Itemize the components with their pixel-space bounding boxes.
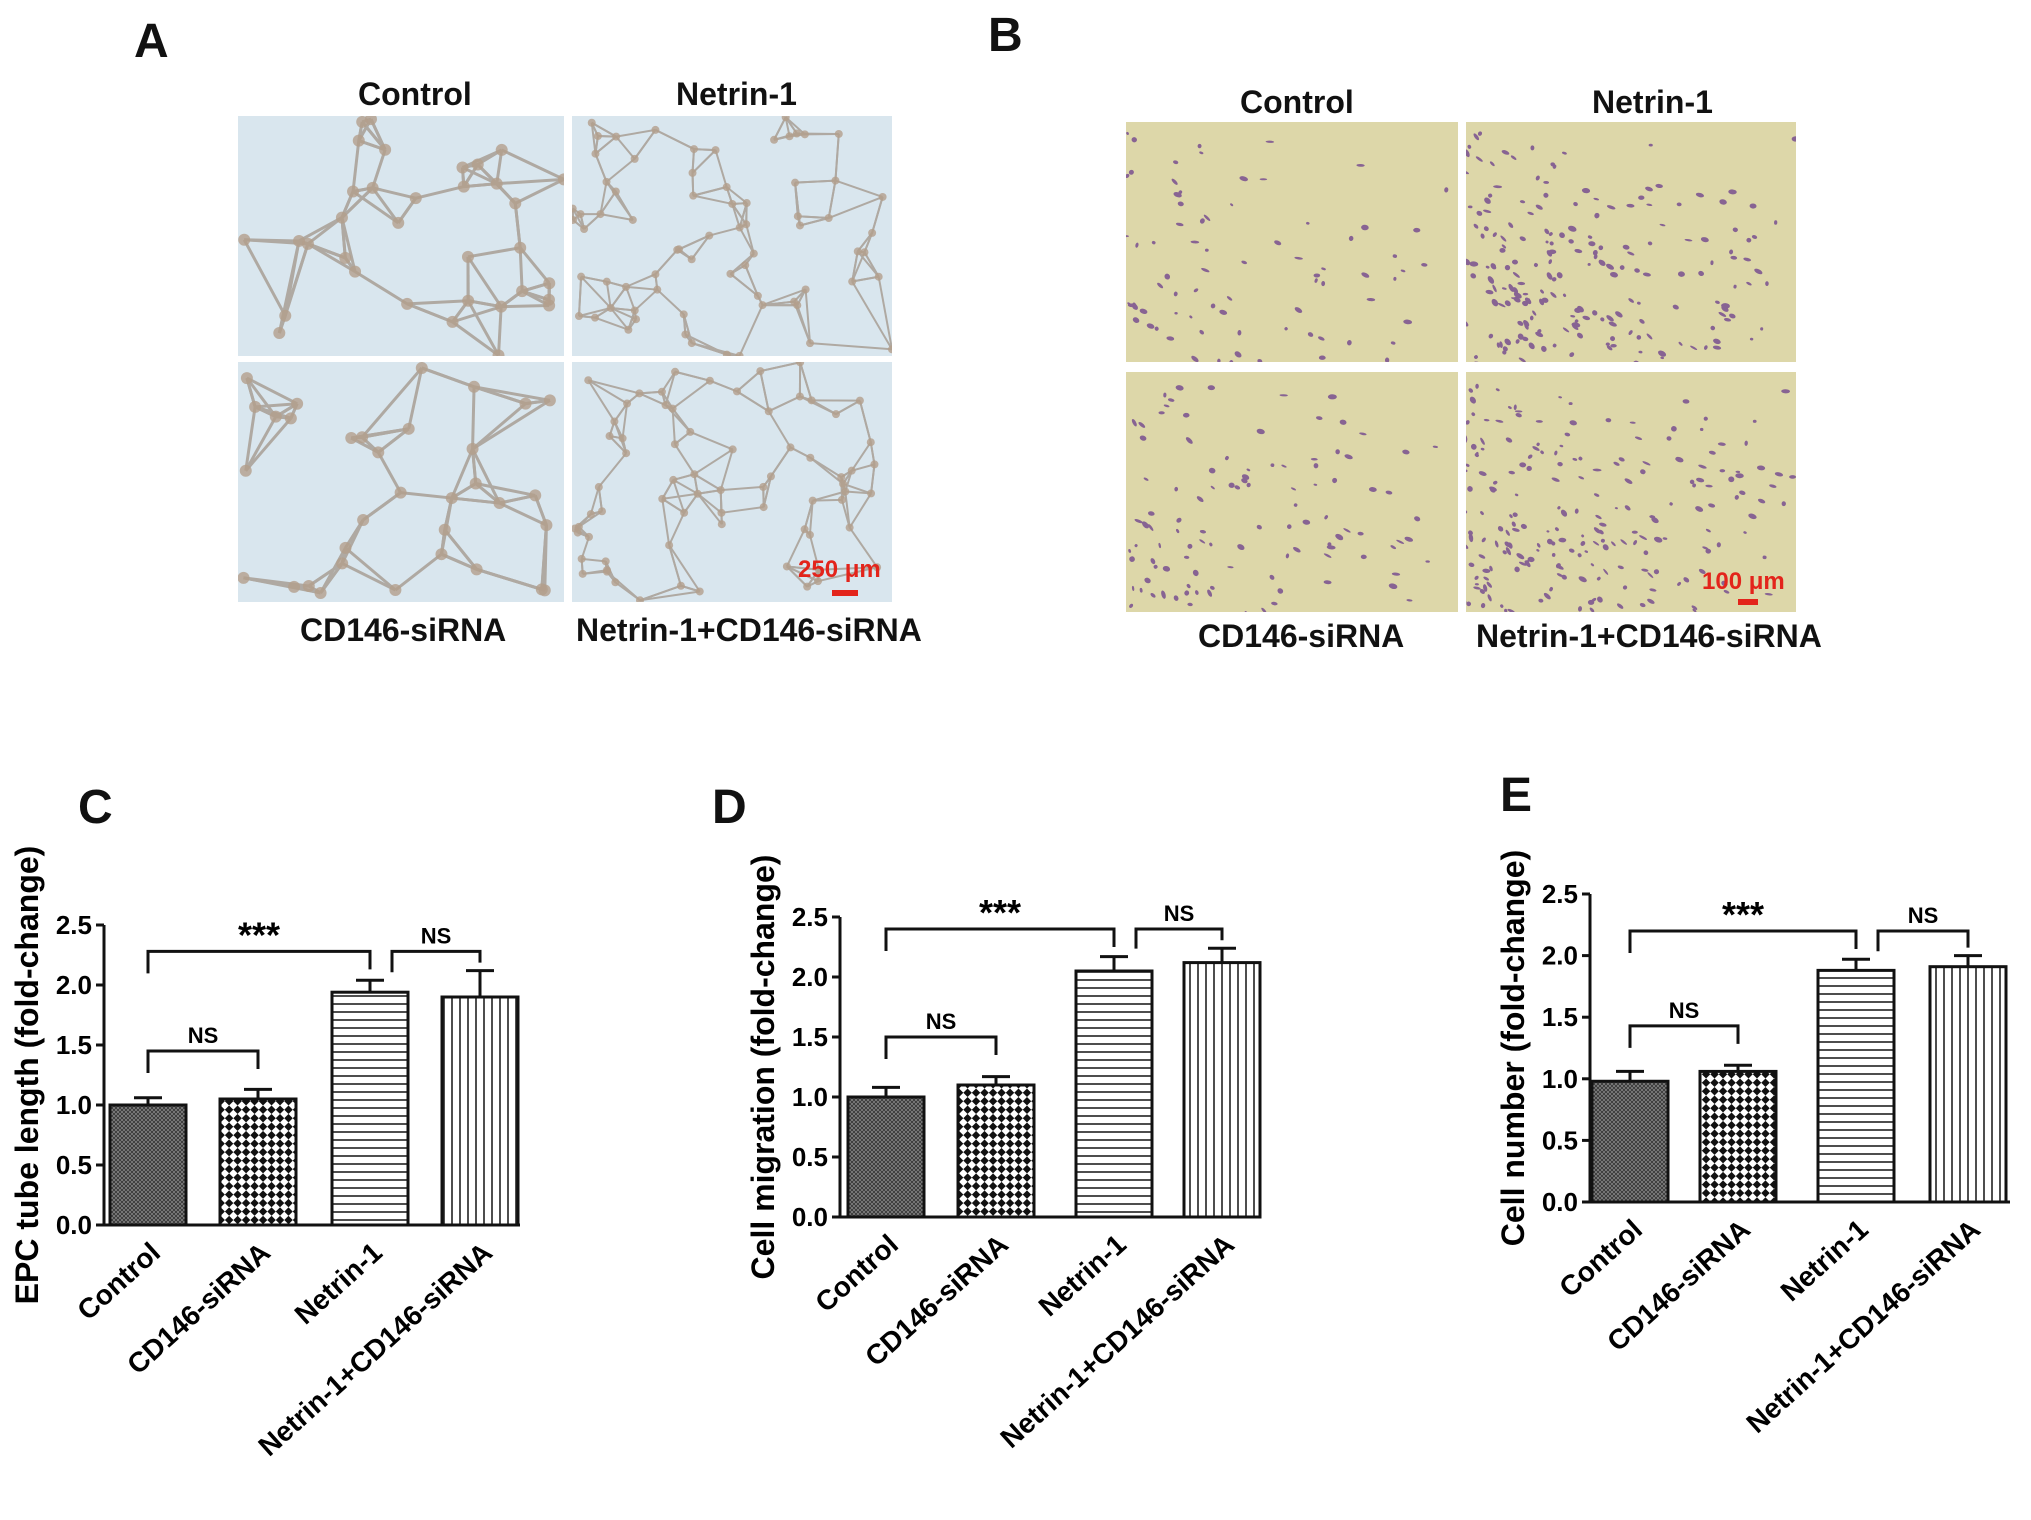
x-tick-label: Netrin-1 [1033, 1228, 1132, 1322]
significance-bracket [146, 949, 372, 974]
bar [218, 1097, 298, 1227]
significance-label: NS [1669, 998, 1700, 1023]
y-tick-label: 1.5 [56, 1030, 92, 1060]
panel-a-row-label-cd146: CD146-siRNA [300, 612, 507, 648]
y-tick-label: 2.0 [56, 970, 92, 1000]
chart-d: Cell migration (fold-change) 0.0 0.5 1.0 1.5… [745, 855, 1262, 1454]
y-axis-title: EPC tube length (fold-change) [9, 846, 45, 1305]
significance-label: *** [238, 914, 280, 955]
x-tick-label: Control [1553, 1213, 1648, 1303]
panel-b-row-label-netrin-cd146: Netrin-1+CD146-siRNA [1476, 618, 1822, 654]
y-tick-label: 1.0 [792, 1082, 828, 1112]
y-tick-label: 2.0 [792, 962, 828, 992]
x-tick-label: Netrin-1 [1775, 1213, 1874, 1307]
panel-a-image-cd146-sirna [238, 362, 564, 602]
chart-c: EPC tube length (fold-change) 0.0 0.5 1.0 1.… [9, 846, 520, 1462]
y-tick-label: 2.5 [56, 910, 92, 940]
chart-e: Cell number (fold-change) 0.0 0.5 1.0 1.5 2.0… [1495, 850, 2010, 1439]
x-tick-label: Control [809, 1228, 904, 1318]
x-tick-label: Netrin-1 [289, 1236, 388, 1330]
panel-b-image-control [1126, 122, 1458, 362]
significance-bracket [1134, 927, 1224, 949]
panel-a-col-label-netrin: Netrin-1 [676, 76, 797, 112]
panel-b-image-netrin-cd146-sirna [1466, 372, 1796, 612]
y-tick-label: 1.5 [1542, 1002, 1578, 1032]
significance-bracket [884, 927, 1116, 951]
panel-b-letter: B [988, 9, 1023, 62]
significance-label: NS [188, 1023, 219, 1048]
y-tick-label: 1.5 [792, 1022, 828, 1052]
bar [1074, 969, 1154, 1219]
panel-d-letter: D [712, 781, 747, 834]
y-axis-title: Cell migration (fold-change) [745, 855, 781, 1280]
y-tick-label: 0.0 [792, 1202, 828, 1232]
bar [440, 995, 520, 1227]
significance-label: *** [1722, 894, 1764, 935]
y-tick-label: 0.0 [56, 1210, 92, 1240]
x-tick-label: Control [71, 1236, 166, 1326]
significance-bracket [390, 949, 482, 973]
panel-a-scale-label: 250 μm [798, 556, 881, 583]
panel-e-letter: E [1500, 769, 1533, 822]
y-tick-label: 2.5 [1542, 879, 1578, 909]
x-tick-label: Netrin-1+CD146-siRNA [1740, 1213, 1986, 1439]
bar [330, 990, 410, 1227]
y-tick-label: 2.5 [792, 902, 828, 932]
panel-b-col-label-control: Control [1240, 84, 1354, 120]
significance-bracket [1876, 929, 1970, 952]
panel-a-image-control [238, 116, 564, 356]
significance-label: NS [1908, 903, 1939, 928]
bar [1590, 1079, 1670, 1204]
significance-bracket [146, 1049, 260, 1073]
y-tick-label: 0.5 [792, 1142, 828, 1172]
significance-bracket [884, 1035, 998, 1059]
y-axis-title: Cell number (fold-change) [1495, 850, 1531, 1246]
panel-b-col-label-netrin: Netrin-1 [1592, 84, 1713, 120]
panel-b-image-netrin [1466, 122, 1796, 362]
panel-a-image-netrin [572, 116, 892, 356]
y-tick-label: 1.0 [1542, 1064, 1578, 1094]
significance-bracket [1628, 929, 1858, 953]
y-tick-label: 0.0 [1542, 1187, 1578, 1217]
bar [1698, 1069, 1778, 1204]
panel-a-image-netrin-cd146-sirna [572, 362, 892, 602]
panel-a-col-label-control: Control [358, 76, 472, 112]
panel-a-scale-bar [832, 590, 858, 596]
significance-label: NS [421, 923, 452, 948]
significance-label: *** [979, 892, 1021, 933]
bar [1928, 965, 2008, 1204]
panel-b-scale-bar [1738, 599, 1758, 605]
y-tick-label: 0.5 [1542, 1125, 1578, 1155]
panel-b-image-cd146-sirna [1126, 372, 1458, 612]
panel-a-row-label-netrin-cd146: Netrin-1+CD146-siRNA [576, 612, 922, 648]
panel-c-letter: C [78, 781, 113, 834]
bar [1816, 968, 1896, 1204]
bar [1182, 961, 1262, 1219]
bar [108, 1103, 188, 1227]
panel-a-letter: A [134, 15, 169, 68]
significance-label: NS [1164, 901, 1195, 926]
bar [846, 1095, 926, 1219]
y-tick-label: 0.5 [56, 1150, 92, 1180]
bar [956, 1083, 1036, 1219]
y-tick-label: 1.0 [56, 1090, 92, 1120]
panel-b-row-label-cd146: CD146-siRNA [1198, 618, 1405, 654]
significance-bracket [1628, 1024, 1740, 1048]
y-tick-label: 2.0 [1542, 941, 1578, 971]
significance-label: NS [926, 1009, 957, 1034]
panel-b-scale-label: 100 μm [1702, 568, 1785, 595]
